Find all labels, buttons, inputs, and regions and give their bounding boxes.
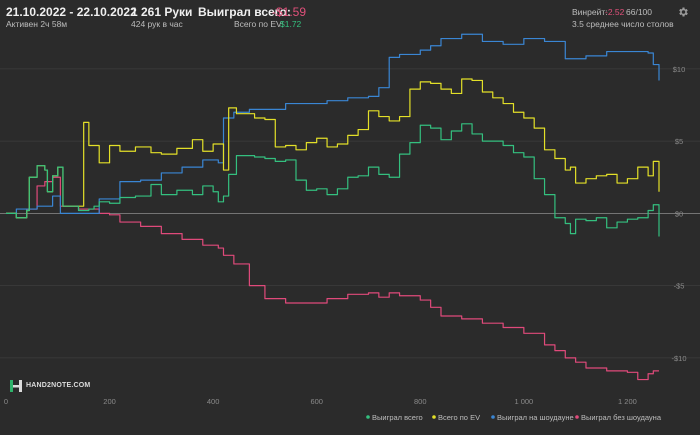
y-tick-label: -$5 [674, 282, 685, 291]
x-tick-label: 400 [207, 397, 220, 406]
series-line [6, 176, 659, 381]
date-range[interactable]: 21.10.2022 - 22.10.2022 [6, 5, 137, 19]
chart-grid [0, 68, 700, 359]
legend-dot [432, 415, 436, 419]
ev-total-value: $1.72 [280, 19, 302, 29]
gear-icon[interactable] [677, 6, 689, 18]
winrate-value: -2.52 [605, 7, 625, 17]
chart-legend: Выиграл всего Всего по EV Выиграл на шоуда… [366, 413, 662, 422]
y-axis: $10 $5 $0 -$5 -$10 [671, 65, 686, 363]
won-total-value: -$1.59 [272, 5, 307, 19]
x-tick-label: 0 [4, 397, 8, 406]
x-axis: 0 200 400 600 800 1 000 1 200 [4, 397, 637, 406]
won-total-label: Выиграл всего: [198, 5, 291, 19]
legend-label: Выиграл всего [372, 413, 423, 422]
y-tick-label: -$10 [671, 354, 686, 363]
series-line [6, 123, 660, 237]
ev-total-label: Всего по EV: [234, 19, 284, 29]
hands-per-hour: 424 рук в час [131, 19, 183, 29]
legend-dot [491, 415, 495, 419]
x-tick-label: 1 000 [514, 397, 533, 406]
hands-count: 1 261 Руки [131, 5, 193, 19]
x-tick-label: 1 200 [618, 397, 637, 406]
winrate-unit: 66/100 [626, 7, 652, 17]
brand-text: HAND2NOTE.COM [26, 382, 91, 389]
x-tick-label: 200 [103, 397, 116, 406]
hand2note-logo [10, 380, 22, 392]
legend-label: Выиграл без шоудауна [581, 413, 662, 422]
winrate-label: Винрейт: [572, 7, 608, 17]
legend-dot [366, 415, 370, 419]
active-time: Активен 2ч 58м [6, 19, 68, 29]
y-tick-label: $5 [675, 137, 683, 146]
legend-label: Всего по EV [438, 413, 480, 422]
x-tick-label: 600 [310, 397, 323, 406]
header-bar: 21.10.2022 - 22.10.2022 Активен 2ч 58м 1… [0, 0, 700, 30]
x-tick-label: 800 [414, 397, 427, 406]
legend-label: Выиграл на шоудауне [497, 413, 574, 422]
avg-tables: 3.5 среднее число столов [572, 19, 674, 29]
series-line [6, 78, 660, 219]
legend-dot [575, 415, 579, 419]
chart-series [6, 33, 660, 381]
series-line [6, 33, 660, 214]
y-tick-label: $10 [673, 65, 686, 74]
y-tick-label: $0 [675, 209, 683, 218]
